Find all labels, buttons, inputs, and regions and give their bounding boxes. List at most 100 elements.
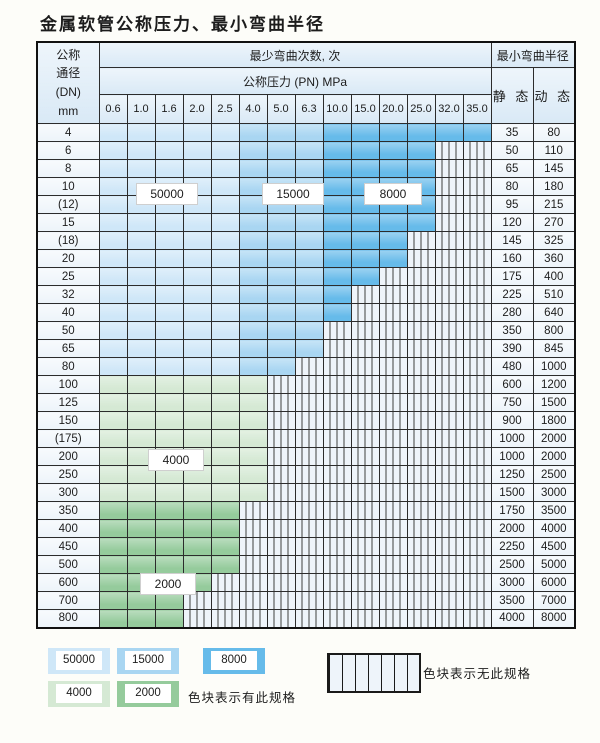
spec-cell bbox=[126, 231, 156, 250]
spec-cell bbox=[98, 573, 128, 592]
pressure-col-header: 15.0 bbox=[350, 94, 380, 124]
no-spec-cell bbox=[462, 195, 492, 214]
table-row: 65 390 845 bbox=[36, 339, 576, 358]
no-spec-cell bbox=[434, 141, 464, 160]
spec-cell bbox=[182, 267, 212, 286]
spec-cell bbox=[210, 249, 240, 268]
no-spec-cell bbox=[462, 303, 492, 322]
spec-cell bbox=[378, 141, 408, 160]
dynamic-value-cell: 80 bbox=[532, 123, 576, 142]
dn-cell: 125 bbox=[36, 393, 100, 412]
no-spec-cell bbox=[238, 555, 268, 574]
no-spec-cell bbox=[462, 321, 492, 340]
no-spec-cell bbox=[266, 483, 296, 502]
no-spec-cell bbox=[462, 573, 492, 592]
spec-cell bbox=[322, 213, 352, 232]
no-spec-cell bbox=[294, 393, 324, 412]
pressure-col-header: 6.3 bbox=[294, 94, 324, 124]
dn-cell: 65 bbox=[36, 339, 100, 358]
spec-cell bbox=[182, 141, 212, 160]
dynamic-value-cell: 1500 bbox=[532, 393, 576, 412]
no-spec-cell bbox=[434, 321, 464, 340]
no-spec-cell bbox=[322, 465, 352, 484]
spec-cell bbox=[126, 339, 156, 358]
spec-cell bbox=[98, 429, 128, 448]
no-spec-cell bbox=[322, 411, 352, 430]
spec-cell bbox=[98, 375, 128, 394]
spec-cell bbox=[294, 267, 324, 286]
spec-cell bbox=[238, 393, 268, 412]
spec-cell bbox=[238, 267, 268, 286]
dn-cell: 6 bbox=[36, 141, 100, 160]
spec-cell bbox=[126, 159, 156, 178]
no-spec-cell bbox=[406, 411, 436, 430]
table-row: 15 120 270 bbox=[36, 213, 576, 232]
no-spec-cell bbox=[434, 231, 464, 250]
dn-cell: 25 bbox=[36, 267, 100, 286]
static-value-cell: 480 bbox=[490, 357, 534, 376]
no-spec-cell bbox=[350, 393, 380, 412]
no-spec-cell bbox=[378, 483, 408, 502]
static-value-cell: 900 bbox=[490, 411, 534, 430]
dynamic-value-cell: 325 bbox=[532, 231, 576, 250]
dn-cell: 100 bbox=[36, 375, 100, 394]
spec-cell bbox=[322, 177, 352, 196]
spec-cell bbox=[182, 411, 212, 430]
spec-cell bbox=[210, 555, 240, 574]
spec-cell bbox=[98, 339, 128, 358]
static-value-cell: 1000 bbox=[490, 429, 534, 448]
pressure-col-header: 4.0 bbox=[238, 94, 268, 124]
spec-cell bbox=[98, 231, 128, 250]
spec-cell bbox=[98, 591, 128, 610]
dynamic-value-cell: 3000 bbox=[532, 483, 576, 502]
table-row: 80 480 1000 bbox=[36, 357, 576, 376]
table-row: 8 65 145 bbox=[36, 159, 576, 178]
spec-cell bbox=[294, 213, 324, 232]
spec-cell bbox=[126, 123, 156, 142]
dn-cell: 300 bbox=[36, 483, 100, 502]
no-spec-cell bbox=[378, 519, 408, 538]
spec-cell bbox=[238, 123, 268, 142]
spec-cell bbox=[238, 447, 268, 466]
legend-swatch: 2000 bbox=[117, 680, 179, 707]
spec-cell bbox=[182, 393, 212, 412]
spec-cell bbox=[126, 249, 156, 268]
spec-cell bbox=[182, 303, 212, 322]
spec-cell bbox=[322, 285, 352, 304]
no-spec-cell bbox=[238, 519, 268, 538]
no-spec-cell bbox=[322, 483, 352, 502]
legend-swatch-label: 4000 bbox=[56, 684, 102, 703]
spec-cell bbox=[154, 321, 184, 340]
no-spec-cell bbox=[462, 555, 492, 574]
spec-cell bbox=[322, 159, 352, 178]
no-spec-cell bbox=[406, 267, 436, 286]
spec-cell bbox=[98, 123, 128, 142]
spec-cell bbox=[210, 537, 240, 556]
spec-cell bbox=[154, 555, 184, 574]
no-spec-cell bbox=[294, 573, 324, 592]
no-spec-cell bbox=[350, 537, 380, 556]
spec-cell bbox=[266, 159, 296, 178]
spec-cell bbox=[154, 159, 184, 178]
spec-cell bbox=[350, 249, 380, 268]
dn-cell: 150 bbox=[36, 411, 100, 430]
no-spec-cell bbox=[406, 429, 436, 448]
table-row: 125 750 1500 bbox=[36, 393, 576, 412]
dynamic-header: 动 态 bbox=[532, 67, 576, 124]
legend: 50000 15000 8000 4000 2000 色块表示有此规格 色块表示无此规格 bbox=[0, 641, 600, 743]
no-spec-cell bbox=[434, 357, 464, 376]
no-spec-cell bbox=[294, 429, 324, 448]
spec-cell bbox=[182, 537, 212, 556]
table-row: 300 1500 3000 bbox=[36, 483, 576, 502]
spec-cell bbox=[154, 123, 184, 142]
no-spec-cell bbox=[378, 609, 408, 628]
spec-cell bbox=[294, 321, 324, 340]
spec-cell bbox=[210, 411, 240, 430]
pressure-unit-header: 公称压力 (PN) MPa bbox=[98, 67, 492, 95]
spec-cell bbox=[322, 267, 352, 286]
no-spec-cell bbox=[378, 375, 408, 394]
spec-cell bbox=[210, 195, 240, 214]
dynamic-value-cell: 4500 bbox=[532, 537, 576, 556]
pressure-col-header: 1.6 bbox=[154, 94, 184, 124]
no-spec-cell bbox=[322, 609, 352, 628]
